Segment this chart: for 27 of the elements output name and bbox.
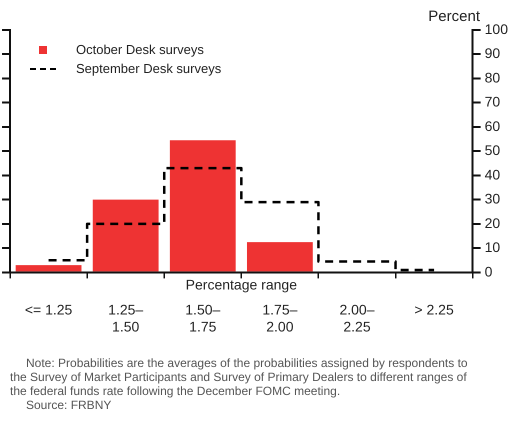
y-tick-label: 30 bbox=[484, 190, 500, 207]
y-tick-label: 40 bbox=[484, 166, 500, 182]
x-tick-label: 2.00–2.25 bbox=[339, 302, 375, 334]
bar bbox=[246, 242, 313, 272]
y-tick-label: 50 bbox=[484, 142, 500, 158]
bar bbox=[92, 200, 159, 272]
x-tick-label: 1.75–2.00 bbox=[262, 302, 298, 334]
x-tick-label: <= 1.25 bbox=[24, 302, 73, 318]
source-note: Source: FRBNY bbox=[25, 398, 112, 412]
legend-label: September Desk surveys bbox=[76, 61, 222, 76]
x-tick-label: 1.50–1.75 bbox=[185, 302, 221, 334]
x-tick-label: > 2.25 bbox=[414, 302, 454, 318]
legend-label: October Desk surveys bbox=[76, 42, 204, 57]
y-axis-title: Percent bbox=[428, 8, 480, 25]
y-tick-label: 80 bbox=[484, 69, 500, 86]
bar bbox=[170, 140, 236, 272]
y-tick-label: 70 bbox=[484, 94, 500, 110]
y-tick-label: 90 bbox=[484, 45, 500, 62]
y-tick-label: 0 bbox=[484, 263, 493, 280]
x-tick-label: 1.25–1.50 bbox=[108, 302, 144, 334]
text: Note: Probabilities are the averages of the probabilities assigned by respondents to the Survey of Market Participants and Survey of Primary Dealers to different ranges of the federal funds rate following the December FOMC meeting. bbox=[10, 356, 469, 398]
y-tick-label: 10 bbox=[484, 239, 500, 256]
y-tick-label: 20 bbox=[484, 214, 500, 231]
x-axis-title: Percentage range bbox=[186, 276, 298, 292]
y-tick-label: 100 bbox=[484, 20, 508, 37]
bar bbox=[16, 265, 82, 272]
y-tick-label: 60 bbox=[484, 118, 500, 134]
